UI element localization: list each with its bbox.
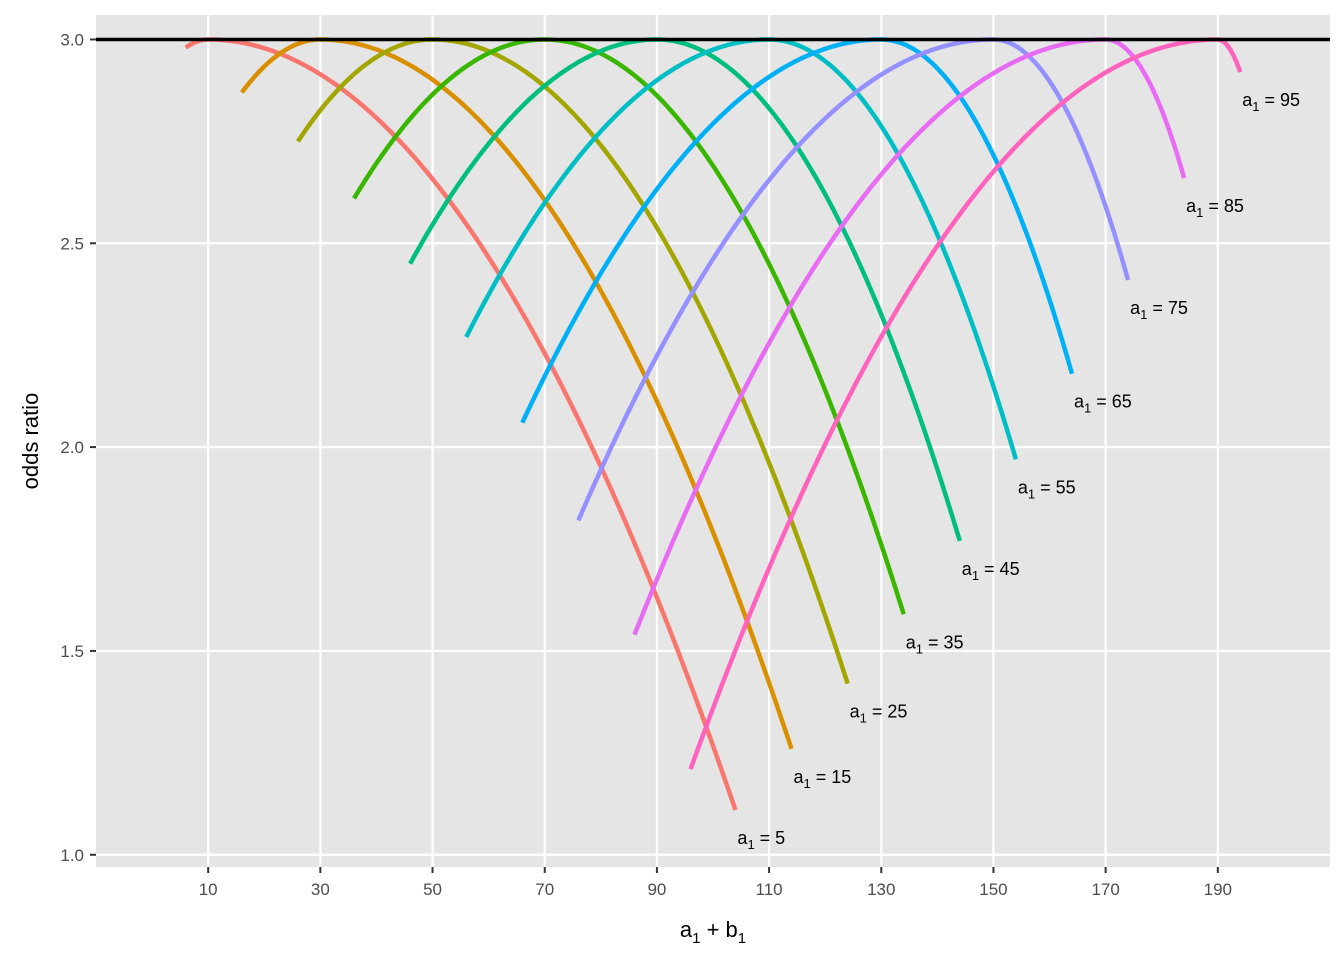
series-label-a1-75: a1 = 75 [1130,298,1188,322]
y-tick-label: 3.0 [60,30,84,49]
x-tick-label: 90 [647,880,666,899]
series-line-a1-25 [296,37,850,685]
y-axis-title: odds ratio [18,393,43,490]
series-line-a1-75 [576,37,1131,522]
series-label-a1-45: a1 = 45 [962,559,1020,583]
series-label-a1-5: a1 = 5 [737,828,785,852]
y-tick-label: 1.5 [60,642,84,661]
x-tick-label: 70 [535,880,554,899]
y-tick-label: 1.0 [60,846,84,865]
series-label-a1-15: a1 = 15 [794,767,852,791]
axes: 10 30 50 70 90 110 130 150 170 190 1.0 1.5 2.0 2.5 3.0 [60,30,1232,899]
series-label-a1-95: a1 = 95 [1242,90,1300,114]
series-curves [184,37,1243,811]
series-label-a1-65: a1 = 65 [1074,392,1132,416]
series-label-a1-25: a1 = 25 [850,702,908,726]
x-tick-label: 170 [1091,880,1119,899]
y-tick-label: 2.0 [60,438,84,457]
series-line-a1-55 [464,37,1019,460]
series-label-a1-85: a1 = 85 [1186,196,1244,220]
series-label-a1-55: a1 = 55 [1018,477,1076,501]
series-label-a1-35: a1 = 35 [906,632,964,656]
x-tick-label: 150 [979,880,1007,899]
series-line-a1-35 [352,37,906,615]
y-tick-label: 2.5 [60,234,84,253]
x-tick-label: 50 [423,880,442,899]
series-labels: a1 = 5 a1 = 15 a1 = 25 a1 = 35 a1 = 45 a1 = 5… [737,90,1300,852]
series-line-a1-45 [408,37,962,542]
x-tick-label: 130 [867,880,895,899]
x-axis-title: a1 + b1 [680,917,746,947]
x-tick-label: 190 [1204,880,1232,899]
series-line-a1-95 [688,37,1243,770]
x-tick-label: 10 [199,880,218,899]
plot-panel [96,15,1330,867]
x-tick-label: 110 [756,880,783,899]
x-tick-label: 30 [311,880,330,899]
series-line-a1-65 [520,37,1075,424]
